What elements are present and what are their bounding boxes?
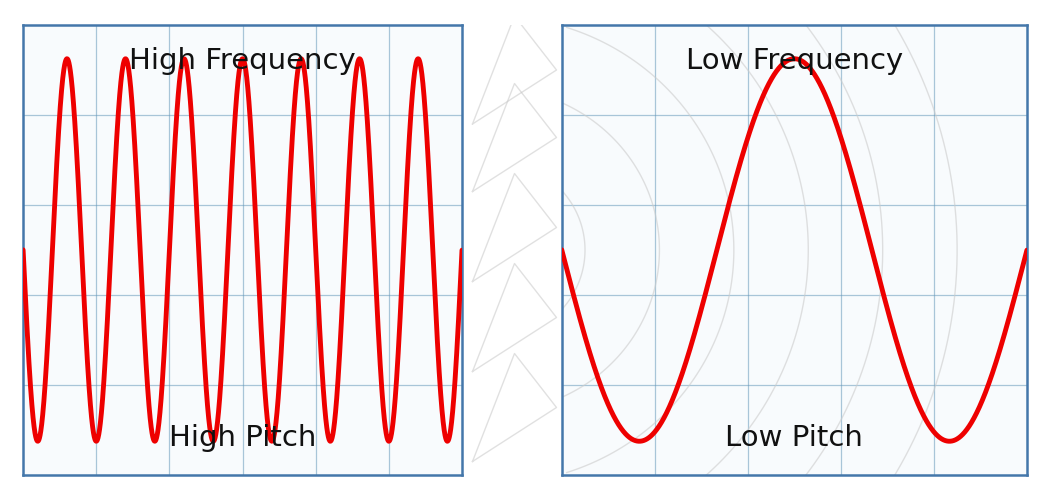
Text: Low Frequency: Low Frequency [686,48,903,76]
Text: Low Pitch: Low Pitch [726,424,863,452]
Text: High Pitch: High Pitch [169,424,316,452]
Text: High Frequency: High Frequency [129,48,356,76]
